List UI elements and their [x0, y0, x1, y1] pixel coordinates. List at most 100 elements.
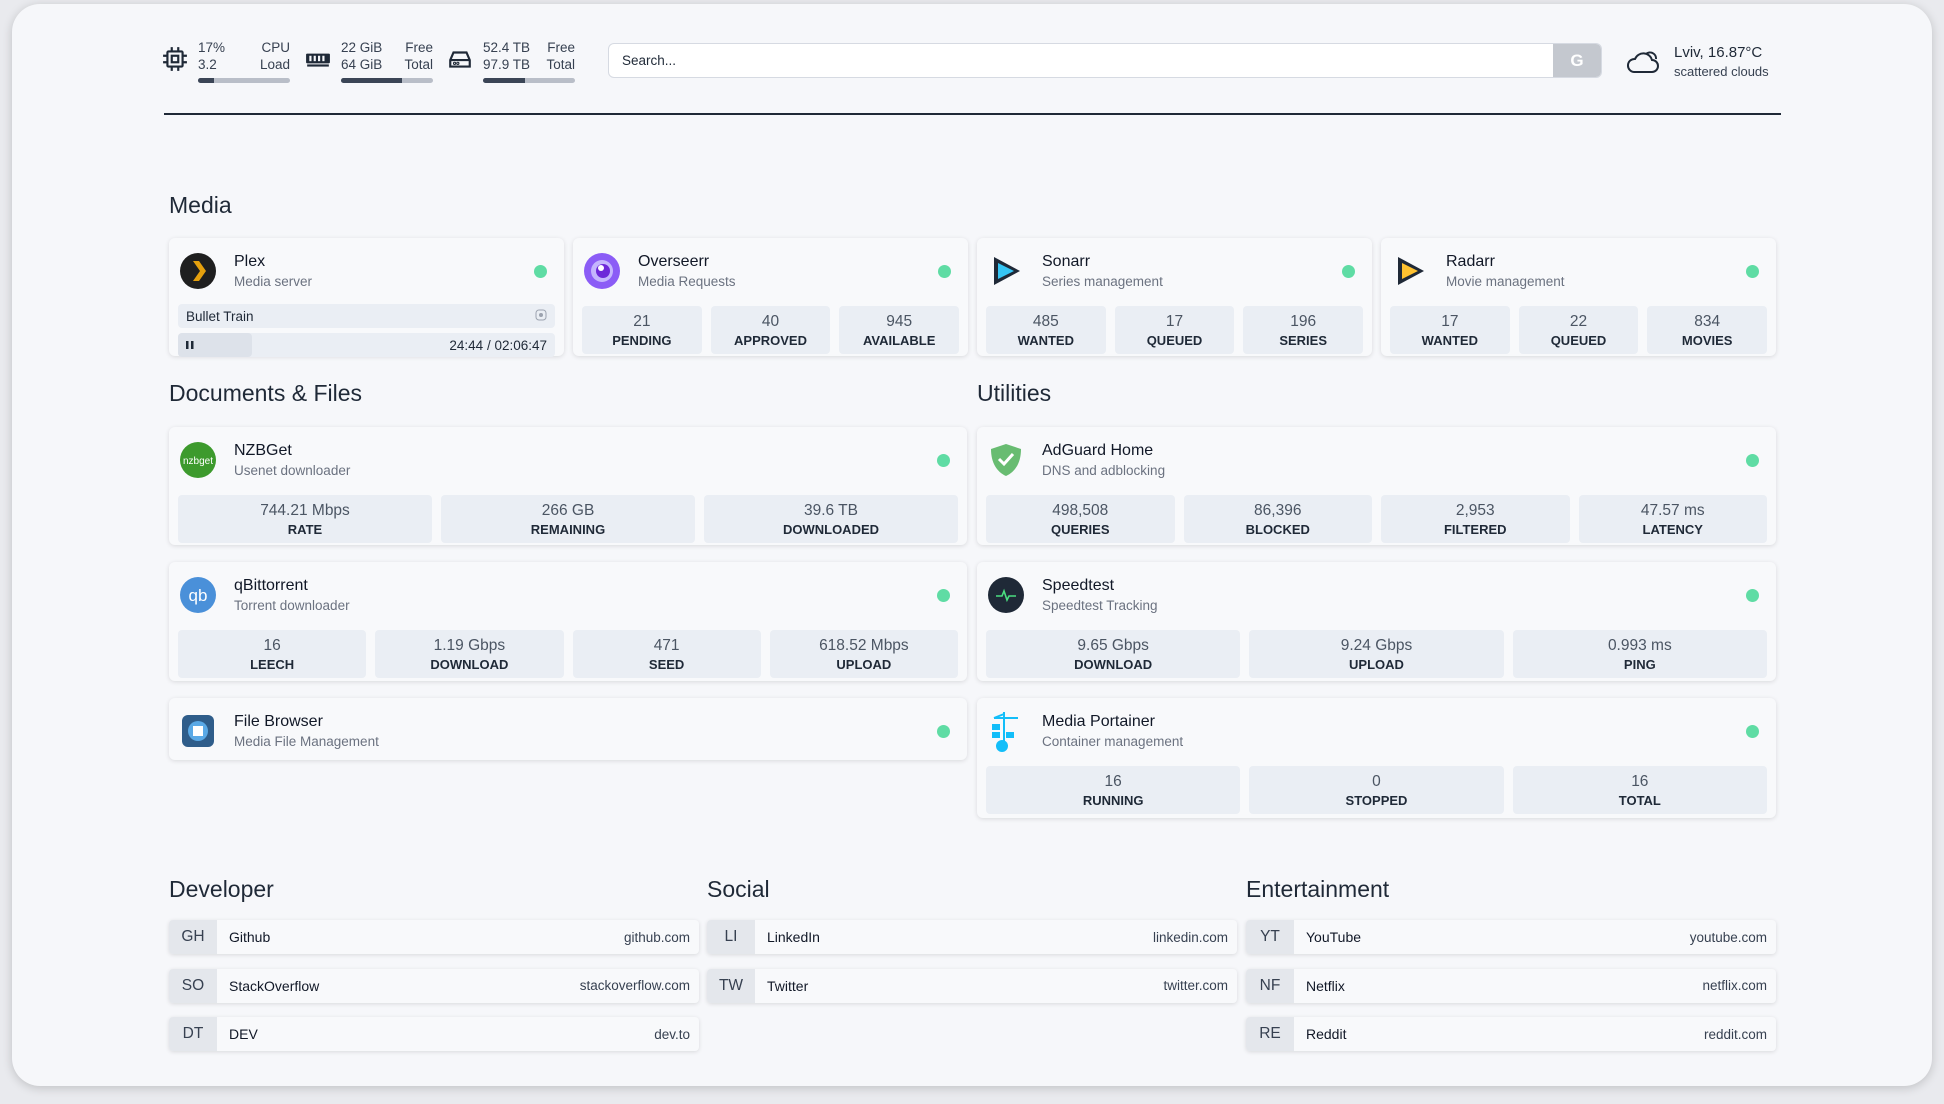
service-card-plex[interactable]: Plex Media server Bullet Train 24:44 / 02:0… — [169, 238, 564, 357]
stat-download: 1.19 Gbps DOWNLOAD — [375, 630, 564, 678]
search-provider-button[interactable]: G — [1553, 44, 1601, 77]
stat-download: 9.65 Gbps DOWNLOAD — [986, 630, 1241, 678]
service-name[interactable]: NZBGet — [234, 442, 292, 459]
status-indicator — [938, 265, 951, 278]
service-description: Media server — [234, 274, 313, 289]
stat-label: RATE — [287, 521, 323, 537]
bookmark-dev[interactable]: DT DEV dev.to — [169, 1017, 699, 1051]
stat-value: 2,953 — [1455, 501, 1495, 519]
service-name[interactable]: Overseerr — [638, 253, 710, 270]
stat-value: 1.19 Gbps — [433, 636, 506, 654]
service-description: Media File Management — [234, 734, 379, 749]
bookmark-name: StackOverflow — [229, 977, 320, 994]
stat-value: 0 — [1372, 772, 1381, 790]
search-box: G — [608, 43, 1602, 78]
bookmark-name: Netflix — [1306, 977, 1345, 994]
stat-label: DOWNLOAD — [430, 656, 509, 672]
service-card-adguard-home[interactable]: AdGuard Home DNS and adblocking 498,508 QUE… — [977, 427, 1776, 545]
card-header: Plex Media server — [178, 248, 555, 294]
service-description: Speedtest Tracking — [1042, 598, 1158, 613]
bookmark-reddit[interactable]: RE Reddit reddit.com — [1246, 1017, 1776, 1051]
service-description: Container management — [1042, 734, 1184, 749]
bookmark-twitter[interactable]: TW Twitter twitter.com — [707, 968, 1237, 1003]
playback-progress[interactable]: 24:44 / 02:06:47 — [178, 333, 555, 357]
bookmark-netflix[interactable]: NF Netflix netflix.com — [1246, 968, 1776, 1003]
svg-text:nzbget: nzbget — [183, 456, 213, 467]
weather-location: Lviv, 16.87°C — [1674, 44, 1763, 61]
service-card-qbittorrent[interactable]: qb qBittorrent Torrent downloader 16 LEECH 1.… — [169, 562, 967, 681]
pause-icon[interactable] — [186, 338, 194, 353]
bookmark-github[interactable]: GH Github github.com — [169, 920, 699, 954]
service-name[interactable]: Radarr — [1446, 253, 1495, 270]
memory-icon — [306, 53, 330, 67]
cpu-usage: 17% — [198, 40, 226, 55]
service-card-file-browser[interactable]: File Browser Media File Management — [169, 698, 967, 760]
stat-remaining: 266 GB REMAINING — [441, 495, 695, 543]
service-description: Movie management — [1446, 274, 1565, 289]
service-name[interactable]: Sonarr — [1042, 253, 1091, 270]
status-indicator — [937, 454, 950, 467]
card-header: AdGuard Home DNS and adblocking — [986, 437, 1767, 483]
service-name[interactable]: Speedtest — [1042, 577, 1115, 594]
bookmark-name: Twitter — [767, 977, 809, 994]
section-social: Social — [707, 876, 770, 902]
now-playing-title: Bullet Train — [186, 308, 254, 324]
stat-available: 945 AVAILABLE — [839, 306, 960, 354]
bookmark-stackoverflow[interactable]: SO StackOverflow stackoverflow.com — [169, 968, 699, 1003]
service-name[interactable]: File Browser — [234, 713, 323, 730]
card-title-block: Overseerr Media Requests — [638, 253, 736, 289]
stat-value: 9.65 Gbps — [1077, 636, 1149, 654]
stat-leech: 16 LEECH — [178, 630, 367, 678]
service-name[interactable]: Plex — [234, 253, 266, 270]
service-name[interactable]: AdGuard Home — [1042, 442, 1154, 459]
stats-row: 17 WANTED 22 QUEUED 834 MOVIES — [1390, 306, 1768, 354]
stat-blocked: 86,396 BLOCKED — [1183, 495, 1372, 543]
service-card-media-portainer[interactable]: Media Portainer Container management 16 RUN… — [977, 698, 1776, 818]
settings-icon[interactable] — [535, 309, 547, 324]
bookmark-abbr: DT — [169, 1017, 217, 1051]
stat-value: 22 — [1569, 312, 1588, 330]
plex-icon — [180, 253, 216, 289]
stat-value: 21 — [633, 312, 651, 330]
header-divider — [164, 113, 1781, 115]
section-entertainment: Entertainment — [1246, 876, 1390, 902]
bookmark-url: stackoverflow.com — [579, 978, 690, 993]
bookmark-linkedin[interactable]: LI LinkedIn linkedin.com — [707, 920, 1237, 954]
stat-latency: 47.57 ms LATENCY — [1578, 495, 1767, 543]
stat-value: 17 — [1441, 312, 1459, 330]
card-title-block: qBittorrent Torrent downloader — [234, 577, 350, 613]
bookmark-url: netflix.com — [1702, 978, 1767, 993]
dashboard-frame — [12, 4, 1932, 1086]
search-input[interactable] — [609, 53, 1553, 68]
service-name[interactable]: Media Portainer — [1042, 713, 1155, 730]
stats-row: 21 PENDING 40 APPROVED 945 AVAILABLE — [582, 306, 960, 354]
ram-total: 64 GiB — [341, 57, 383, 72]
service-card-radarr[interactable]: Radarr Movie management 17 WANTED 22 QUEUED 83… — [1381, 238, 1776, 356]
stat-label: PING — [1623, 656, 1656, 672]
bookmark-abbr: GH — [169, 920, 217, 954]
service-card-overseerr[interactable]: Overseerr Media Requests 21 PENDING 40 APPROV… — [573, 238, 968, 356]
stat-label: FILTERED — [1443, 521, 1507, 537]
service-card-speedtest[interactable]: Speedtest Speedtest Tracking 9.65 Gbps DOWN… — [977, 562, 1776, 681]
cpu-label: CPU — [261, 40, 290, 55]
service-card-sonarr[interactable]: Sonarr Series management 485 WANTED 17 QUEUED… — [977, 238, 1372, 356]
stat-value: 86,396 — [1254, 501, 1302, 519]
card-title-block: File Browser Media File Management — [234, 713, 379, 749]
nzbget-icon: nzbget — [180, 442, 216, 478]
stat-label: QUERIES — [1050, 521, 1110, 537]
card-header: Speedtest Speedtest Tracking — [986, 572, 1767, 618]
disk-free-label: Free — [547, 40, 575, 55]
disk-widget: 52.4 TB Free 97.9 TB Total — [447, 40, 575, 83]
stat-value: 618.52 Mbps — [819, 636, 909, 654]
service-card-nzbget[interactable]: nzbget NZBGet Usenet downloader 744.21 Mbps… — [169, 427, 967, 545]
usage-fill — [198, 78, 214, 83]
card-title-block: Plex Media server — [234, 253, 312, 289]
bookmark-name: YouTube — [1306, 929, 1362, 945]
bookmark-youtube[interactable]: YT YouTube youtube.com — [1246, 920, 1776, 954]
service-name[interactable]: qBittorrent — [234, 577, 308, 594]
card-title-block: NZBGet Usenet downloader — [234, 442, 350, 478]
status-indicator — [534, 265, 547, 278]
cpu-widget: 17% CPU 3.2 Load — [162, 40, 290, 83]
stat-label: UPLOAD — [1349, 656, 1404, 672]
stat-seed: 471 SEED — [572, 630, 761, 678]
